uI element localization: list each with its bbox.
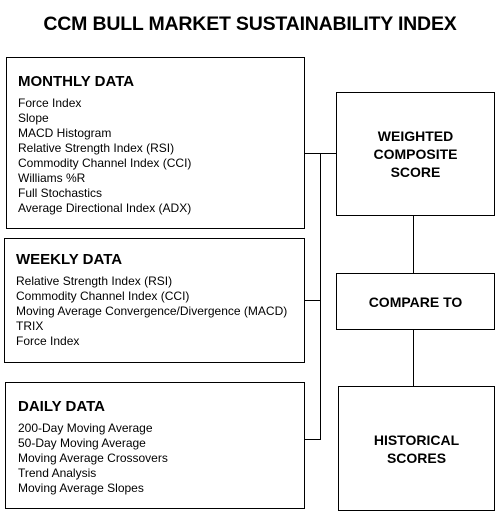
list-item: 200-Day Moving Average [18,421,153,435]
list-item: Force Index [16,334,80,348]
list-item: Commodity Channel Index (CCI) [16,289,190,303]
connector-to-weighted [320,153,337,154]
score-label-line: SCORE [390,164,441,180]
daily-data-list: 200-Day Moving Average 50-Day Moving Ave… [18,421,304,496]
connector-daily [304,439,321,440]
daily-data-heading: DAILY DATA [18,398,105,415]
list-item: Commodity Channel Index (CCI) [18,156,192,170]
list-item: Moving Average Crossovers [18,451,168,465]
weighted-composite-score-box: WEIGHTED COMPOSITE SCORE [336,92,495,216]
list-item: Average Directional Index (ADX) [18,201,192,215]
historical-label-line: HISTORICAL [373,431,460,448]
list-item: Force Index [18,96,82,110]
list-item: Moving Average Convergence/Divergence (M… [16,304,288,318]
weekly-data-heading: WEEKLY DATA [16,251,123,268]
weekly-data-list: Relative Strength Index (RSI) Commodity … [16,274,304,349]
list-item: Full Stochastics [18,186,103,200]
connector-monthly [304,153,321,154]
compare-to-box: COMPARE TO [336,273,495,330]
list-item: Slope [18,111,49,125]
list-item: Relative Strength Index (RSI) [18,141,175,155]
daily-data-box: DAILY DATA 200-Day Moving Average 50-Day… [5,382,305,509]
historical-scores-label: HISTORICAL SCORES [374,431,459,467]
composite-label-line: COMPOSITE [373,146,458,162]
scores-label-line: SCORES [386,449,447,466]
list-item: TRIX [16,319,44,333]
monthly-data-box: MONTHLY DATA Force Index Slope MACD Hist… [6,57,305,229]
list-item: Trend Analysis [18,466,97,480]
diagram-title: CCM BULL MARKET SUSTAINABILITY INDEX [43,13,457,35]
connector-vertical-bus [320,153,321,440]
weighted-composite-score-label: WEIGHTED COMPOSITE SCORE [373,127,457,181]
historical-scores-box: HISTORICAL SCORES [338,386,495,511]
weighted-label-line: WEIGHTED [377,128,454,144]
list-item: 50-Day Moving Average [18,436,146,450]
list-item: Moving Average Slopes [18,481,144,495]
weekly-data-box: WEEKLY DATA Relative Strength Index (RSI… [4,238,305,363]
compare-to-label: COMPARE TO [368,293,463,310]
list-item: Relative Strength Index (RSI) [16,274,173,288]
connector-compare-historical [413,329,414,387]
list-item: MACD Histogram [18,126,112,140]
monthly-data-heading: MONTHLY DATA [18,73,135,90]
connector-weekly [304,300,321,301]
monthly-data-list: Force Index Slope MACD Histogram Relativ… [18,96,304,216]
list-item: Williams %R [18,171,86,185]
connector-weighted-compare [413,215,414,274]
